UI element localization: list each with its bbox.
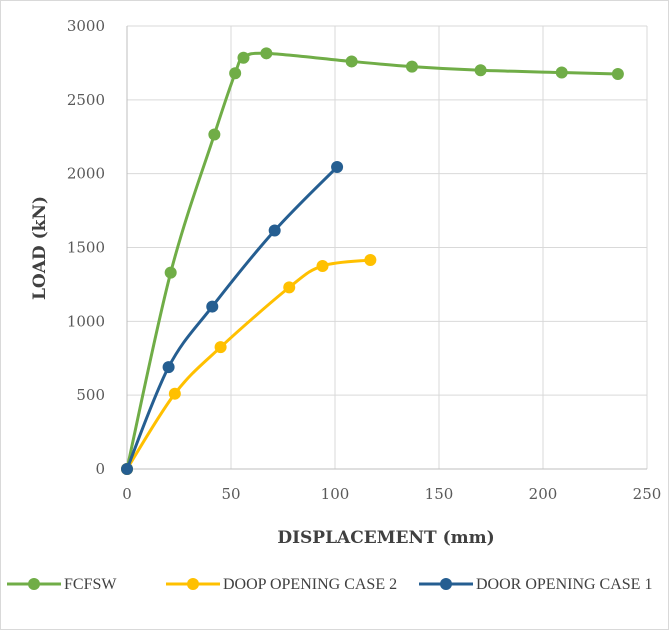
axes bbox=[126, 26, 647, 470]
data-point bbox=[268, 224, 281, 237]
data-point bbox=[316, 259, 329, 272]
data-point bbox=[162, 361, 175, 374]
series-2 bbox=[121, 161, 344, 475]
legend-marker bbox=[28, 578, 40, 590]
data-point bbox=[405, 60, 418, 73]
x-tick-label: 200 bbox=[529, 485, 558, 503]
data-point bbox=[229, 67, 242, 80]
data-point bbox=[164, 266, 177, 279]
y-tick-label: 500 bbox=[76, 386, 105, 404]
data-point bbox=[364, 254, 377, 267]
data-point bbox=[345, 55, 358, 68]
data-point bbox=[237, 51, 250, 64]
legend-label: FCFSW bbox=[64, 576, 117, 593]
x-tick-label: 150 bbox=[425, 485, 454, 503]
series-plot-area bbox=[121, 47, 624, 475]
data-point bbox=[283, 281, 296, 294]
y-tick-label: 2500 bbox=[67, 91, 105, 109]
x-axis-title: DISPLACEMENT (mm) bbox=[277, 528, 494, 548]
series-1 bbox=[121, 254, 377, 475]
data-point bbox=[611, 67, 624, 80]
legend-label: DOOR OPENING CASE 1 bbox=[476, 576, 652, 593]
data-point bbox=[555, 66, 568, 79]
legend-label: DOOP OPENING CASE 2 bbox=[223, 576, 397, 593]
y-tick-label: 1000 bbox=[67, 312, 105, 330]
legend-marker bbox=[187, 578, 199, 590]
legend-entry: FCFSW bbox=[7, 576, 117, 593]
y-tick-label: 2000 bbox=[67, 165, 105, 183]
x-tick-label: 100 bbox=[321, 485, 350, 503]
x-tick-label: 50 bbox=[221, 485, 240, 503]
data-point bbox=[214, 341, 227, 354]
data-point bbox=[260, 47, 273, 60]
legend-entry: DOOR OPENING CASE 1 bbox=[419, 576, 652, 593]
legend-entry: DOOP OPENING CASE 2 bbox=[166, 576, 397, 593]
y-tick-label: 1500 bbox=[67, 239, 105, 257]
tick-labels: 0 500 1000 1500 2000 2500 3000 0 50 100 150 200 250 bbox=[67, 17, 662, 503]
y-tick-label: 0 bbox=[95, 460, 105, 478]
data-point bbox=[331, 161, 344, 174]
data-point bbox=[208, 128, 221, 141]
series-line bbox=[125, 51, 620, 471]
data-point bbox=[206, 300, 219, 313]
y-axis-title: LOAD (kN) bbox=[30, 196, 50, 300]
data-point bbox=[168, 387, 181, 400]
legend: FCFSW DOOP OPENING CASE 2 DOOR OPENING CAS… bbox=[7, 576, 652, 593]
gridlines bbox=[127, 25, 648, 469]
data-point bbox=[474, 64, 487, 77]
x-tick-label: 250 bbox=[633, 485, 662, 503]
y-tick-label: 3000 bbox=[67, 17, 105, 35]
x-tick-label: 0 bbox=[122, 485, 132, 503]
series-0 bbox=[121, 47, 624, 475]
legend-marker bbox=[440, 578, 452, 590]
data-point bbox=[121, 463, 133, 475]
